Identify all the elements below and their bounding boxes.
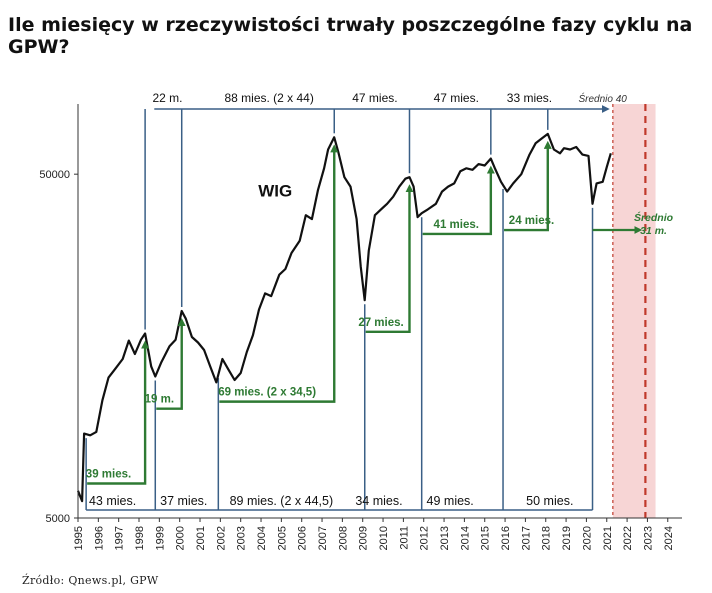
top-duration-label: 47 mies.: [352, 91, 397, 105]
source-note: Źródło: Qnews.pl, GPW: [22, 574, 159, 587]
green-step-arrow: [87, 340, 150, 485]
x-tick-label: 2014: [459, 526, 471, 550]
x-tick-label: 2007: [317, 526, 329, 550]
x-tick-label: 2003: [236, 526, 248, 550]
bottom-duration-label: 50 mies.: [526, 494, 573, 508]
bottom-duration-label: 49 mies.: [427, 494, 474, 508]
top-duration-label: 33 mies.: [507, 91, 552, 105]
series-label-wig: WIG: [258, 182, 292, 201]
y-tick-label: 50000: [39, 169, 70, 181]
x-tick-label: 2024: [663, 526, 675, 550]
bottom-duration-label: 89 mies. (2 x 44,5): [230, 494, 334, 508]
top-duration-label: 47 mies.: [434, 91, 479, 105]
axis-layer: 5000 50000 1995 1996 1997 1998 1999 2000 2001 200…: [39, 104, 682, 550]
y-tick-label: 5000: [46, 513, 70, 525]
x-tick-label: 2018: [541, 526, 553, 550]
x-tick-label: 2002: [215, 526, 227, 550]
x-tick-label: 2013: [439, 526, 451, 550]
x-tick-label: 2020: [581, 526, 593, 550]
x-tick-label: 2001: [195, 526, 207, 550]
wig-line: [76, 132, 612, 503]
x-tick-label: 2008: [337, 526, 349, 550]
label-layer: WIG 39 mies. 19 m. 69 mies. (2 x 34,5) 27 mi…: [86, 91, 674, 508]
green-step-arrow: [422, 165, 495, 236]
x-tick-label: 2012: [419, 526, 431, 550]
x-tick-label: 1996: [93, 526, 105, 550]
green-arrow-layer: [87, 140, 643, 485]
green-duration-label: 69 mies. (2 x 34,5): [218, 387, 316, 399]
x-tick-label: 2021: [602, 526, 614, 550]
green-step-arrow: [504, 140, 552, 232]
x-tick-label: 2004: [256, 526, 268, 550]
x-tick-label: 2016: [500, 526, 512, 550]
top-average-label: Średnio 40: [578, 92, 627, 105]
x-tick-label: 2022: [622, 526, 634, 550]
projection-shade-layer: [612, 104, 656, 518]
chart-title: Ile miesięcy w rzeczywistości trwały pos…: [8, 14, 693, 58]
x-tick-label: 2010: [378, 526, 390, 550]
top-duration-label: 88 mies. (2 x 44): [224, 91, 313, 105]
bottom-duration-label: 43 mies.: [89, 494, 136, 508]
wig-series-layer: [76, 132, 612, 503]
x-tick-label: 1999: [154, 526, 166, 550]
bottom-duration-label: 37 mies.: [160, 494, 207, 508]
projection-shade: [612, 104, 656, 518]
x-tick-label: 1995: [73, 526, 85, 550]
top-duration-label: 22 m.: [152, 91, 182, 105]
x-tick-label: 2009: [358, 526, 370, 550]
x-tick-label: 2015: [480, 526, 492, 550]
x-tick-label: 2006: [297, 526, 309, 550]
x-tick-label: 2011: [398, 526, 410, 550]
x-tick-label: 1998: [134, 526, 146, 550]
green-duration-label: 41 mies.: [434, 219, 479, 231]
green-duration-label: 27 mies.: [358, 317, 403, 329]
green-step-arrow: [219, 144, 339, 403]
green-duration-label: 24 mies.: [509, 215, 554, 227]
x-tick-label: 2019: [561, 526, 573, 550]
bottom-duration-label: 34 mies.: [355, 494, 402, 508]
x-tick-label: 1997: [114, 526, 126, 550]
x-tick-label: 2005: [276, 526, 288, 550]
green-step-arrow: [365, 184, 414, 333]
green-duration-label: 39 mies.: [86, 468, 131, 480]
projection-average-label: 31 m.: [640, 225, 667, 237]
projection-average-label: Średnio: [634, 211, 674, 224]
cycle-vertical-lines: [85, 105, 610, 511]
x-tick-label: 2017: [520, 526, 532, 550]
green-step-arrow: [156, 318, 186, 410]
x-tick-label: 2023: [642, 526, 654, 550]
green-duration-label: 19 m.: [145, 394, 174, 406]
x-tick-label: 2000: [175, 526, 187, 550]
